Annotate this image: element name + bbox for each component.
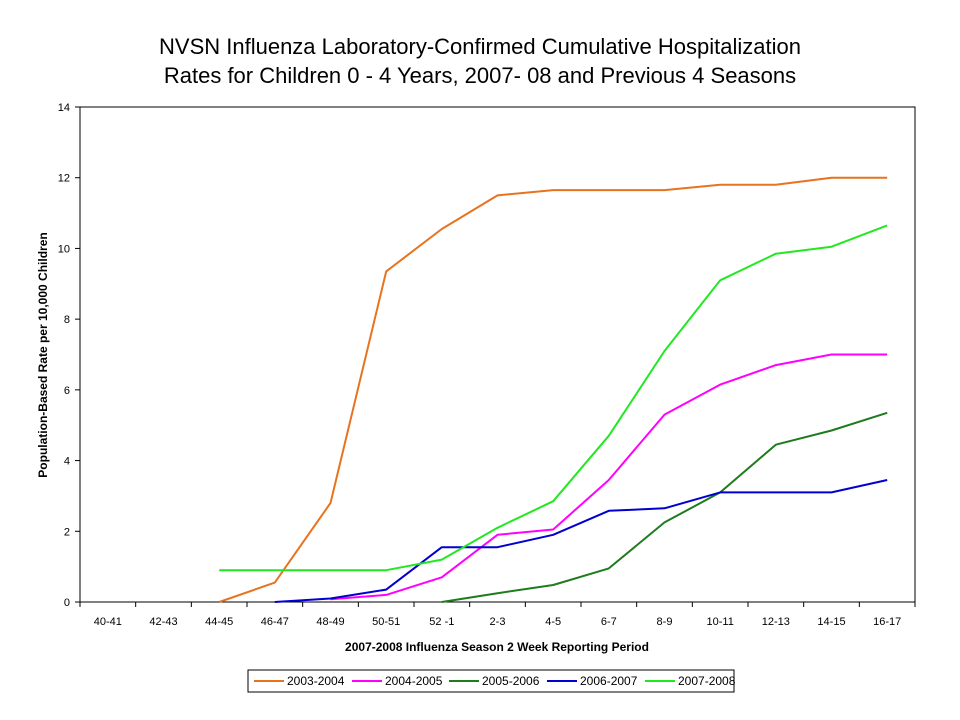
x-axis: 40-41 42-43 44-45 46-47 48-49 50-51 52 -1 2-3 4-…: [79, 602, 916, 628]
legend-box: [247, 669, 735, 693]
chart-title-line-1: NVSN Influenza Laboratory-Confirmed Cumu…: [159, 34, 801, 59]
x-tick-label: 40-41: [94, 616, 122, 628]
x-tick-label: 52 -1: [429, 616, 454, 628]
x-tick-label: 10-11: [707, 616, 734, 628]
legend-label: 2004-2005: [385, 674, 443, 688]
legend-label: 2006-2007: [580, 674, 638, 688]
series-line-2006-2007: [274, 479, 888, 603]
y-axis-title: Population-Based Rate per 10,000 Childre…: [36, 232, 50, 477]
y-tick-label: 0: [64, 597, 70, 609]
series-line-2004-2005: [330, 353, 888, 601]
x-tick-label: 44-45: [205, 616, 233, 628]
x-tick-label: 16-17: [873, 616, 901, 628]
y-tick-label: 6: [64, 385, 70, 397]
series-line-2003-2004: [218, 176, 888, 603]
x-axis-title: 2007-2008 Influenza Season 2 Week Report…: [345, 640, 649, 654]
x-tick-label: 4-5: [545, 616, 561, 628]
x-tick-label: 12-13: [762, 616, 790, 628]
y-tick-label: 12: [58, 173, 70, 185]
series-lines: [218, 176, 888, 603]
y-tick-label: 14: [58, 102, 70, 114]
x-tick-label: 48-49: [316, 616, 344, 628]
legend-label: 2003-2004: [287, 674, 345, 688]
series-line-2007-2008: [219, 224, 888, 572]
x-tick-label: 8-9: [657, 616, 673, 628]
y-tick-label: 8: [64, 314, 70, 326]
legend-label: 2005-2006: [482, 674, 540, 688]
y-tick-label: 2: [64, 526, 70, 538]
x-tick-label: 2-3: [490, 616, 506, 628]
y-axis: 0 2 4 6 8 10 12 14: [58, 102, 80, 609]
x-tick-label: 6-7: [601, 616, 617, 628]
x-tick-label: 14-15: [817, 616, 845, 628]
series-line-2005-2006: [441, 411, 888, 603]
chart-title: NVSN Influenza Laboratory-Confirmed Cumu…: [0, 32, 960, 90]
y-tick-label: 4: [64, 456, 70, 468]
x-tick-label: 42-43: [149, 616, 177, 628]
x-tick-label: 50-51: [372, 616, 400, 628]
chart-title-line-2: Rates for Children 0 - 4 Years, 2007- 08…: [163, 63, 797, 88]
plot-area: [79, 106, 916, 603]
legend: 2003-2004 2004-2005 2005-2006 2006-2007 2007…: [247, 669, 736, 693]
legend-label: 2007-2008: [678, 674, 736, 688]
y-tick-label: 10: [58, 243, 70, 255]
x-tick-label: 46-47: [261, 616, 289, 628]
